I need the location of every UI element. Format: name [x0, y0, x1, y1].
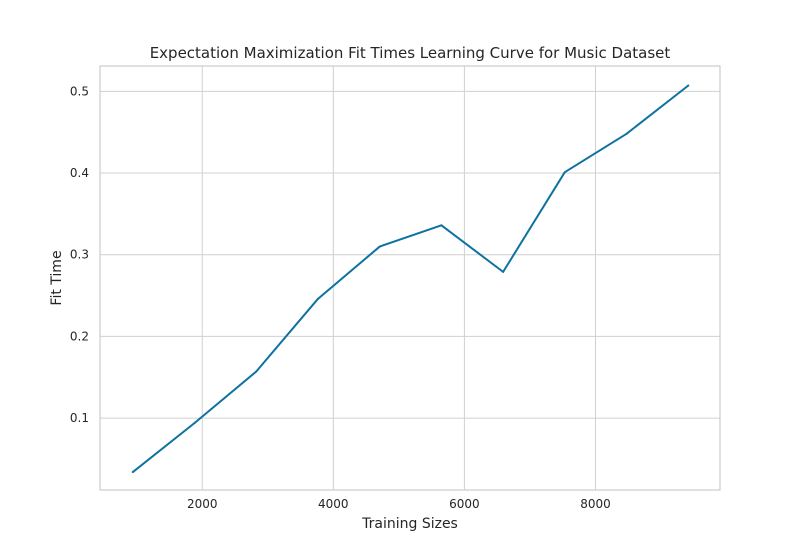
series-line-0	[131, 84, 690, 474]
data-point	[563, 171, 566, 174]
x-tick-label: 4000	[318, 497, 349, 511]
y-tick-label: 0.4	[70, 166, 89, 180]
data-point	[193, 422, 196, 425]
data-point	[131, 471, 134, 474]
x-tick-label: 8000	[580, 497, 611, 511]
data-point	[687, 84, 690, 87]
x-tick-label: 6000	[449, 497, 480, 511]
y-tick-label: 0.5	[70, 84, 89, 98]
tick-labels: 2000 4000 6000 8000 0.1 0.2 0.3 0.4 0.5	[70, 84, 611, 511]
data-point	[502, 270, 505, 273]
data-point	[440, 224, 443, 227]
grid	[100, 66, 720, 490]
y-tick-label: 0.3	[70, 248, 89, 262]
y-axis-label: Fit Time	[49, 250, 65, 305]
data-point	[316, 297, 319, 300]
series-layer	[131, 84, 690, 474]
x-tick-label: 2000	[187, 497, 218, 511]
y-tick-label: 0.1	[70, 411, 89, 425]
data-point	[625, 132, 628, 135]
plot-frame	[99, 65, 721, 491]
y-tick-label: 0.2	[70, 329, 89, 343]
chart-title: Expectation Maximization Fit Times Learn…	[150, 44, 671, 62]
data-point	[378, 245, 381, 248]
data-point	[255, 370, 258, 373]
x-axis-label: Training Sizes	[361, 516, 458, 532]
